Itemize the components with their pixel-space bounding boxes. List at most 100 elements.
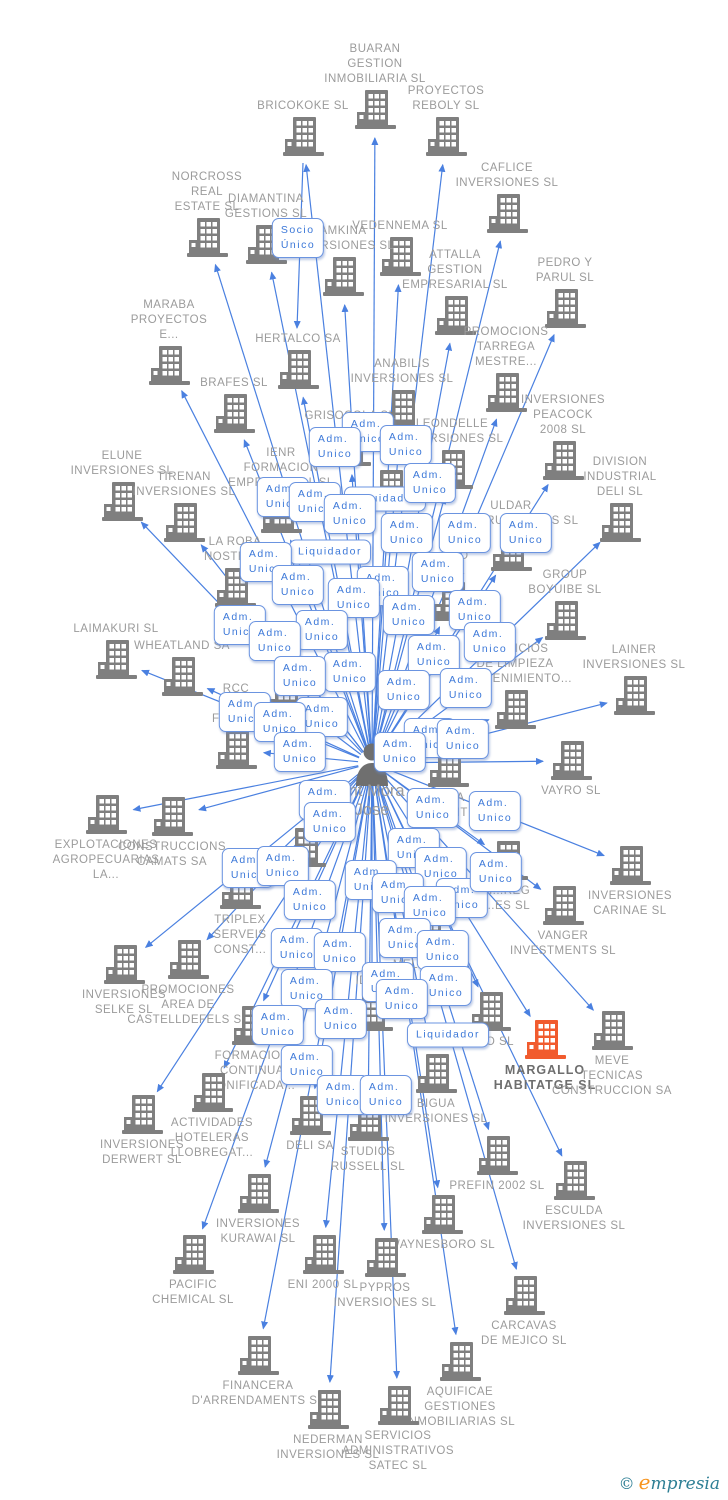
building-icon <box>502 1274 546 1318</box>
company-label: SERVICIOS ADMINISTRATIVOS SATEC SL <box>341 1430 455 1472</box>
company-node[interactable]: BRICOKOKE SL <box>257 100 348 159</box>
company-node[interactable]: VANGER INVESTMENTS SL <box>510 884 616 957</box>
building-icon <box>236 1172 280 1216</box>
empresia-logo[interactable]: © empresia <box>619 1470 720 1494</box>
company-node[interactable]: NORCROSS REAL ESTATE SL <box>172 171 242 260</box>
company-node[interactable]: INVERSIONES DERWERT SL <box>100 1093 184 1166</box>
company-label: VAYRO SL <box>541 785 601 797</box>
company-node[interactable]: PACIFIC CHEMICAL SL <box>152 1233 233 1306</box>
company-node[interactable]: ANABILIS INVERSIONES SL <box>351 358 453 432</box>
company-node[interactable]: NEDERMAN INVERSIONES SL <box>277 1388 379 1461</box>
company-node[interactable]: PROMOCIONES AREA DE CASTELLDEFELS SL <box>127 938 248 1026</box>
company-node[interactable]: AQUIFICAE GESTIONES INMOBILIARIAS SL <box>405 1340 515 1428</box>
company-node[interactable]: WAYNESBORO SL <box>389 1193 495 1251</box>
company-node[interactable]: BUARAN GESTION INMOBILIARIA SL <box>324 43 425 132</box>
company-node[interactable]: RCCSEL...FINAN... <box>212 683 260 772</box>
company-node[interactable]: MARABA PROYECTOS E... <box>131 299 207 388</box>
building-icon <box>543 287 587 331</box>
company-node[interactable]: ESCULDA INVERSIONES SL <box>523 1159 625 1232</box>
company-node[interactable]: GROUP BOYUIBE SL <box>528 569 601 643</box>
relationship-label: Adm.Unico <box>373 732 427 772</box>
company-node[interactable]: AMKINA INVERSIONES SL <box>292 225 394 299</box>
company-label: BRICOKOKE SL <box>257 100 349 112</box>
company-node[interactable]: ENI 2000 SL <box>288 1233 358 1291</box>
company-node[interactable]: CAFLICE INVERSIONES SL <box>456 162 558 236</box>
relationship-label: Adm.Unico <box>239 542 293 582</box>
relationship-label: Adm.Unico <box>469 852 523 892</box>
company-node[interactable]: INVERSIONES KURAWAI SL <box>216 1172 300 1245</box>
company-label: ELUNE INVERSIONES SL <box>70 450 174 477</box>
building-icon <box>162 501 206 545</box>
company-node[interactable]: PROMOCIONS TARREGA MESTRE... <box>464 326 548 415</box>
company-label: BUARAN GESTION INMOBILIARIA SL <box>324 43 426 85</box>
company-node[interactable]: SERVICIOSDE LIMPIEZAMANTENIMIENTO... <box>458 643 571 732</box>
company-node[interactable]: SERVICIOS ADMINISTRATIVOS SATEC SL <box>342 1384 454 1472</box>
company-label: ANABILIS INVERSIONES SL <box>350 358 454 385</box>
company-label: PACIFIC CHEMICAL SL <box>152 1279 234 1306</box>
building-icon <box>475 1134 519 1178</box>
building-icon <box>378 235 422 279</box>
relationship-label: Adm.Unico <box>379 425 433 465</box>
company-node[interactable]: INVERSIONES SELKE SL <box>82 943 166 1016</box>
company-node[interactable]: EXPLOTACIONES AGROPECUARIAS LA... <box>53 793 159 881</box>
company-label: NORCROSS REAL ESTATE SL <box>171 171 243 213</box>
company-node[interactable]: INVERSIONES PEACOCK 2008 SL <box>521 394 605 483</box>
company-node[interactable]: PEDRO Y PARUL SL <box>536 257 594 331</box>
company-node[interactable]: VEDENNEMA SL <box>352 220 447 279</box>
company-node[interactable]: PROYECTOS REBOLY SL <box>408 85 484 159</box>
building-icon <box>493 688 537 732</box>
company-node[interactable]: LAIMAKURI SL <box>73 623 158 682</box>
company-node[interactable]: TIRENAN INVERSIONES SL <box>133 471 235 545</box>
logo-letter-e: e <box>638 1470 651 1494</box>
company-node[interactable]: CONSTRUCCIONS CAMATS SA <box>118 795 226 868</box>
company-node[interactable]: HERTALCO SA <box>255 333 340 392</box>
company-node[interactable]: FINANCERA D'ARRENDAMENTS SL <box>192 1334 324 1407</box>
person-node[interactable]: ont Mora Jose <box>339 740 405 819</box>
company-node[interactable]: PYPROS INVERSIONES SL <box>334 1236 436 1309</box>
building-icon <box>100 480 144 524</box>
company-label: INVERSIONES CARINAE SL <box>587 890 673 917</box>
company-label: FORMACION CONTINUA BONIFICADA... <box>208 1050 296 1092</box>
company-node[interactable]: WHEATLAND SA <box>134 640 229 699</box>
building-icon <box>438 1340 482 1384</box>
building-icon <box>190 1071 234 1115</box>
company-label: DIAMANTINA GESTIONS SL <box>224 193 308 220</box>
company-node[interactable]: BRAFES SL <box>200 377 267 436</box>
company-node[interactable]: INVERSIONES CARINAE SL <box>588 844 672 917</box>
relationship-label: Adm.Unico <box>499 513 553 553</box>
company-node[interactable]: ACTIVIDADES HOTELERAS LLOBREGAT... <box>171 1071 253 1159</box>
building-icon <box>608 844 652 888</box>
company-node[interactable]: CARCAVAS DE MEJICO SL <box>481 1274 566 1347</box>
company-label: HERTALCO SA <box>255 333 341 345</box>
company-label: ESCULDA INVERSIONES SL <box>522 1205 626 1232</box>
relationship-label: Adm.Unico <box>403 463 457 503</box>
company-node[interactable]: BIGUA INVERSIONES SL <box>385 1052 487 1125</box>
building-icon <box>541 439 585 483</box>
company-label: PEDRO Y PARUL SL <box>535 257 595 284</box>
company-node[interactable]: STUDIOS RUSSELL SL <box>331 1100 405 1173</box>
company-node[interactable]: DIVISION INDUSTRIAL DELI SL <box>583 456 656 545</box>
company-node[interactable]: PREFIN 2002 SL <box>449 1134 544 1192</box>
company-label: WHEATLAND SA <box>134 640 230 652</box>
company-label: VEDENNEMA SL <box>352 220 448 232</box>
company-label: PYPROS INVERSIONES SL <box>333 1282 437 1309</box>
building-icon <box>281 115 325 159</box>
relationship-label: Adm.Unico <box>308 427 362 467</box>
company-node[interactable]: ATTALLA GESTION EMPRESARIAL SL <box>402 249 507 338</box>
company-node[interactable]: VAYRO SL <box>541 739 600 797</box>
relationship-label: Liquidador <box>406 1022 490 1048</box>
building-icon <box>484 371 528 415</box>
company-label: VANGER INVESTMENTS SL <box>509 930 617 957</box>
relationship-label: Adm.Unico <box>380 513 434 553</box>
company-label: FINANCERA D'ARRENDAMENTS SL <box>191 1380 325 1407</box>
building-icon <box>485 192 529 236</box>
company-node[interactable]: MEVE TECNICAS CONSTRUCCION SA <box>552 1009 671 1097</box>
building-icon <box>376 1384 420 1428</box>
company-label: DIVISION INDUSTRIAL DELI SL <box>583 456 657 498</box>
relationship-label: Liquidador <box>288 539 372 565</box>
company-node[interactable]: LAINER INVERSIONES SL <box>583 644 685 718</box>
company-node[interactable]: MARGALLO HABITATGE SL <box>494 1018 595 1092</box>
company-label: PROMOCIONES AREA DE CASTELLDEFELS SL <box>127 984 249 1026</box>
company-node[interactable]: ELUNE INVERSIONES SL <box>71 450 173 524</box>
building-icon <box>549 739 593 783</box>
